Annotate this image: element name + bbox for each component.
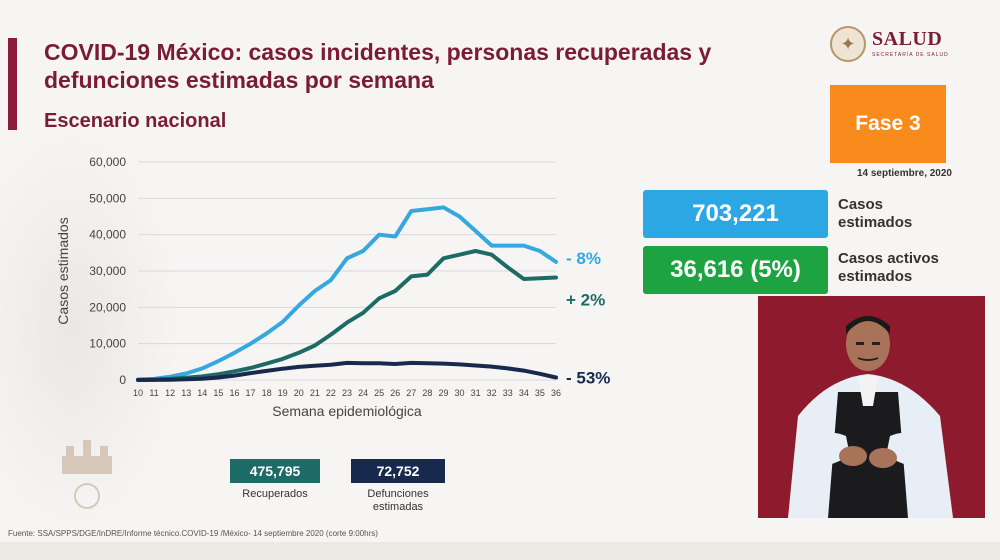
x-tick-label: 17 [246,388,256,398]
active-cases-box: 36,616 (5%) [643,246,828,294]
x-tick-label: 16 [229,388,239,398]
estimated-cases-label: Casos estimados [838,196,978,232]
x-tick-label: 27 [406,388,416,398]
series-pct-label-1: + 2% [566,291,605,310]
x-tick-label: 22 [326,388,336,398]
source-footer: Fuente: SSA/SPPS/DGE/InDRE/Informe técni… [8,529,378,538]
footer-band [0,542,1000,560]
interpreter-figure [758,296,985,518]
y-tick-label: 50,000 [89,191,126,205]
line-chart: 0 10,000 20,000 30,000 40,000 50,000 60,000 10 1… [55,155,610,419]
deaths-label-line1: Defunciones [367,488,429,500]
x-tick-label: 24 [358,388,368,398]
x-tick-label: 18 [262,388,272,398]
deaths-total-box: 72,752 [351,459,445,483]
y-tick-label: 20,000 [89,300,126,314]
estimated-cases-box: 703,221 [643,190,828,238]
x-tick-label: 21 [310,388,320,398]
logo-text: SALUD [872,28,943,50]
phase-badge: Fase 3 [830,85,946,163]
series-pct-label-0: - 8% [566,249,601,268]
x-tick-label: 13 [181,388,191,398]
x-tick-label: 29 [438,388,448,398]
sign-language-interpreter-video [758,296,985,518]
series-pct-label-2: - 53% [566,368,610,387]
x-tick-label: 15 [213,388,223,398]
x-tick-label: 25 [374,388,384,398]
x-tick-label: 31 [471,388,481,398]
x-tick-label: 14 [197,388,207,398]
salud-logo: ✦ SALUD SECRETARÍA DE SALUD [830,24,960,68]
x-tick-label: 36 [551,388,561,398]
x-tick-label: 33 [503,388,513,398]
x-tick-label: 10 [133,388,143,398]
x-tick-label: 19 [278,388,288,398]
eagle-seal-icon: ✦ [830,26,866,62]
x-tick-label: 30 [455,388,465,398]
deaths-label: Defunciones estimadas [343,488,453,514]
recovered-label-line1: Recuperados [242,488,308,500]
x-tick-label: 28 [422,388,432,398]
y-tick-label: 40,000 [89,228,126,242]
active-cases-label-line2: estimados [838,268,913,285]
y-tick-label: 30,000 [89,264,126,278]
series-line-2 [136,360,558,382]
y-tick-label: 60,000 [89,155,126,169]
series-line-0 [136,205,558,382]
recovered-label: Recuperados [220,488,330,501]
x-tick-label: 23 [342,388,352,398]
title-accent-bar [8,38,17,130]
estimated-cases-label-line2: estimados [838,214,913,231]
x-tick-label: 11 [149,388,158,398]
series-line-1 [136,249,558,382]
page-subtitle: Escenario nacional [44,110,227,132]
x-tick-label: 26 [390,388,400,398]
y-tick-label: 0 [119,373,126,387]
x-axis-title: Semana epidemiológica [272,403,422,419]
x-tick-label: 35 [535,388,545,398]
building-watermark-icon [62,440,112,509]
x-tick-label: 34 [519,388,529,398]
logo-subtext: SECRETARÍA DE SALUD [872,52,949,58]
phase-date: 14 septiembre, 2020 [856,168,952,179]
y-tick-label: 10,000 [89,337,126,351]
deaths-label-line2: estimadas [372,501,424,513]
active-cases-label-line1: Casos activos [838,250,939,267]
x-tick-label: 32 [487,388,497,398]
y-axis-title: Casos estimados [55,217,71,324]
active-cases-label: Casos activos estimados [838,250,978,286]
page-title: COVID-19 México: casos incidentes, perso… [44,39,712,93]
estimated-cases-label-line1: Casos [838,196,884,213]
x-tick-label: 20 [294,388,304,398]
x-tick-label: 12 [165,388,175,398]
recovered-total-box: 475,795 [230,459,320,483]
